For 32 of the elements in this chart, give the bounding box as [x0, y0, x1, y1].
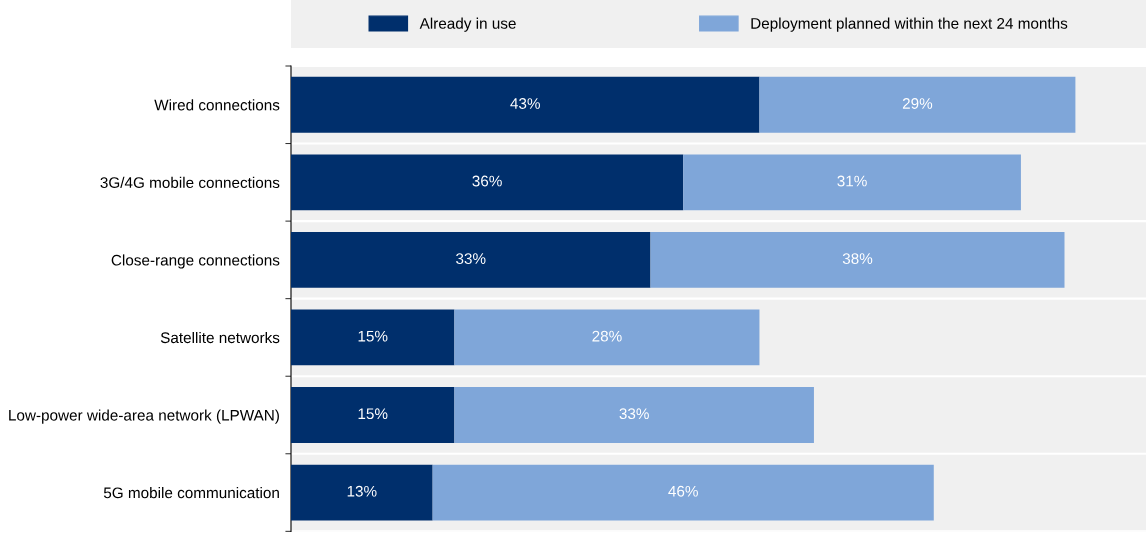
legend-label: Already in use: [419, 17, 516, 32]
bar: [291, 387, 455, 443]
bar: [432, 464, 934, 521]
bar: [683, 154, 1021, 211]
data-label: 15%: [358, 408, 388, 420]
data-label: 28%: [592, 330, 622, 342]
bar: [291, 76, 760, 133]
y-tick-label: Satellite networks: [160, 331, 280, 344]
bar: [291, 464, 433, 521]
y-tick-label: 5G mobile communication: [103, 487, 279, 499]
data-label: 29%: [902, 98, 933, 109]
bar: [454, 387, 814, 443]
data-label: 46%: [668, 485, 698, 497]
data-label: 36%: [472, 175, 502, 187]
data-label: 31%: [837, 175, 867, 187]
data-label: 38%: [842, 253, 873, 264]
y-tick-label: Close-range connections: [111, 254, 280, 269]
bar: [454, 309, 760, 366]
bar: [291, 231, 651, 288]
y-tick-label: 3G/4G mobile connections: [100, 176, 280, 189]
data-label: 43%: [510, 98, 540, 109]
bar: [650, 231, 1065, 288]
y-tick-label: Low-power wide-area network (LPWAN): [9, 409, 279, 424]
bar: [291, 154, 684, 211]
bar: [759, 76, 1076, 133]
data-label: 33%: [456, 253, 486, 264]
data-label: 13%: [347, 485, 377, 497]
data-label: 15%: [358, 330, 388, 342]
y-tick-label: Wired connections: [154, 99, 280, 111]
legend-label: Deployment planned within the next 24 months: [751, 17, 1068, 32]
data-label: 33%: [619, 408, 649, 420]
bar: [291, 309, 455, 366]
